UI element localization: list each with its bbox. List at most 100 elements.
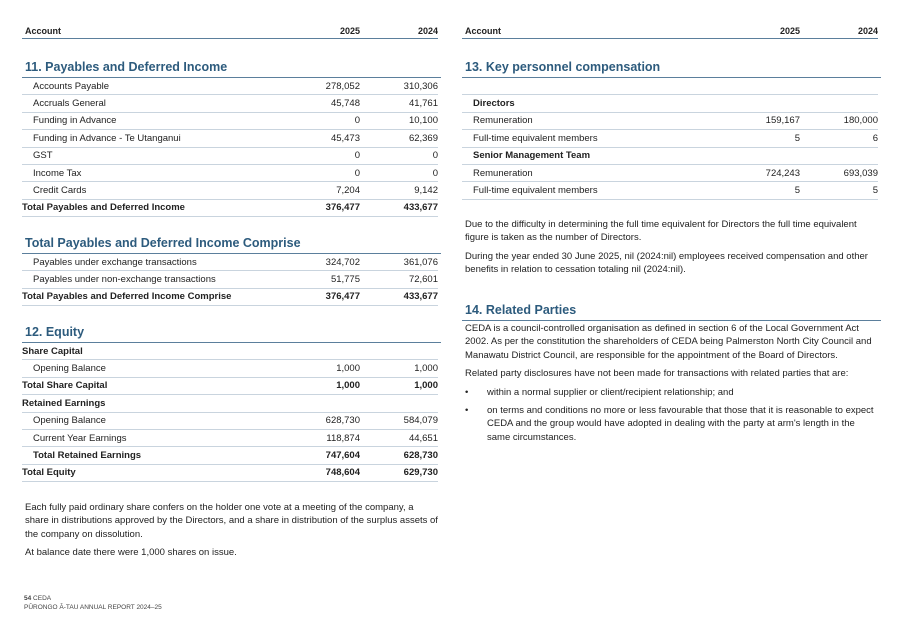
value-2025: 0: [354, 167, 360, 179]
compensation-table: Directors Remuneration 159,167 180,000 Full-…: [462, 78, 878, 200]
table-row: Share Capital: [22, 343, 438, 361]
row-label: Total Payables and Deferred Income Compr…: [22, 291, 232, 303]
row-label: Opening Balance: [33, 415, 106, 427]
paragraph: Related party disclosures have not been …: [465, 368, 849, 380]
row-label: Total Equity: [22, 467, 76, 479]
row-label: Retained Earnings: [22, 397, 106, 409]
value-2024: 0: [432, 167, 438, 179]
table-row: Remuneration 724,243 693,039: [462, 165, 878, 183]
row-label: Full-time equivalent members: [473, 185, 598, 197]
table-row: Full-time equivalent members 5 5: [462, 182, 878, 200]
table-row: Credit Cards 7,204 9,142: [22, 182, 438, 200]
value-2025: 118,874: [326, 432, 360, 444]
value-2025: 747,604: [325, 450, 360, 462]
table-row: GST 0 0: [22, 148, 438, 165]
section-title: Total Payables and Deferred Income Compr…: [22, 236, 441, 254]
value-2024: 1,000: [414, 380, 438, 392]
value-2024: 72,601: [408, 274, 438, 286]
table-row: Payables under non-exchange transactions…: [22, 271, 438, 289]
equity-table: Share Capital Opening Balance 1,000 1,000 To…: [22, 343, 438, 483]
paragraph: During the year ended 30 June 2025, nil …: [465, 250, 868, 276]
value-2025: 7,204: [336, 185, 360, 197]
table-row: Total Equity 748,604 629,730: [22, 465, 438, 483]
row-label: Current Year Earnings: [33, 432, 127, 444]
table-row: Total Payables and Deferred Income Compr…: [22, 289, 438, 307]
value-2024: 10,100: [408, 115, 438, 127]
value-2025: 45,473: [330, 132, 360, 144]
row-label: Share Capital: [22, 345, 83, 357]
footer: 54 CEDA PŪRONGO Ā-TAU ANNUAL REPORT 2024…: [24, 594, 162, 612]
row-label: Remuneration: [473, 115, 533, 127]
row-label: Remuneration: [473, 167, 533, 179]
row-label: Opening Balance: [33, 363, 106, 375]
table-row: Remuneration 159,167 180,000: [462, 113, 878, 131]
row-label: Payables under exchange transactions: [33, 256, 197, 268]
row-label: Total Share Capital: [22, 380, 108, 392]
related-parties-text: CEDA is a council-controlled organisatio…: [462, 322, 878, 449]
col-2025: 2025: [339, 26, 360, 36]
value-2025: 5: [794, 132, 800, 144]
bullet-item: within a normal supplier or client/recip…: [465, 386, 878, 400]
value-2024: 310,306: [403, 80, 438, 92]
row-label: Accruals General: [33, 98, 106, 110]
table-header: Account 2025 2024: [462, 24, 878, 39]
table-row: Current Year Earnings 118,874 44,651: [22, 430, 438, 448]
value-2025: 376,477: [325, 202, 360, 214]
paragraph: Due to the difficulty in determining the…: [465, 219, 857, 244]
value-2025: 0: [354, 115, 360, 127]
value-2025: 45,748: [330, 98, 360, 110]
row-label: Payables under non-exchange transactions: [33, 274, 216, 286]
section-title: 14. Related Parties: [462, 303, 881, 321]
paragraph: Each fully paid ordinary share confers o…: [25, 502, 438, 540]
value-2024: 361,076: [403, 256, 438, 268]
section-title: 13. Key personnel compensation: [462, 60, 881, 78]
table-row: Funding in Advance - Te Utanganui 45,473 6…: [22, 130, 438, 148]
table-header: Account 2025 2024: [22, 24, 438, 39]
paragraph: CEDA is a council-controlled organisatio…: [465, 323, 872, 361]
table-row: Opening Balance 628,730 584,079: [22, 413, 438, 430]
value-2024: 1,000: [414, 363, 438, 375]
table-row: Opening Balance 1,000 1,000: [22, 360, 438, 378]
table-row: Payables under exchange transactions 324,…: [22, 254, 438, 272]
table-row: Senior Management Team: [462, 148, 878, 165]
value-2024: 41,761: [408, 98, 438, 110]
value-2025: 376,477: [325, 291, 360, 303]
value-2024: 62,369: [408, 132, 438, 144]
value-2025: 1,000: [336, 380, 360, 392]
compensation-notes: Due to the difficulty in determining the…: [462, 218, 878, 282]
row-label: Funding in Advance: [33, 115, 117, 127]
col-account: Account: [25, 26, 61, 36]
value-2024: 629,730: [403, 467, 438, 479]
value-2025: 5: [794, 185, 800, 197]
table-row: Funding in Advance 0 10,100: [22, 113, 438, 131]
value-2025: 278,052: [325, 80, 360, 92]
value-2024: 5: [872, 185, 878, 197]
row-label: Total Retained Earnings: [33, 450, 142, 462]
payables-table: Accounts Payable 278,052 310,306 Accruals G…: [22, 78, 438, 218]
col-2024: 2024: [417, 26, 438, 36]
value-2024: 9,142: [414, 185, 438, 197]
value-2024: 628,730: [403, 450, 438, 462]
paragraph: At balance date there were 1,000 shares …: [25, 547, 237, 559]
value-2024: 6: [872, 132, 878, 144]
table-row: [462, 78, 878, 96]
table-row: Retained Earnings: [22, 395, 438, 413]
value-2024: 0: [432, 150, 438, 162]
footer-org: CEDA: [33, 595, 52, 602]
table-row: Accounts Payable 278,052 310,306: [22, 78, 438, 96]
row-label: Income Tax: [33, 167, 82, 179]
value-2025: 724,243: [765, 167, 800, 179]
col-account: Account: [465, 26, 501, 36]
row-label: Senior Management Team: [473, 150, 591, 162]
value-2025: 1,000: [336, 363, 360, 375]
bullet-item: on terms and conditions no more or less …: [465, 404, 878, 444]
value-2024: 433,677: [403, 202, 438, 214]
row-label: Directors: [473, 98, 515, 110]
table-row: Directors: [462, 95, 878, 113]
value-2025: 628,730: [325, 415, 360, 427]
value-2024: 433,677: [403, 291, 438, 303]
section-title: 11. Payables and Deferred Income: [22, 60, 441, 78]
table-row: Total Retained Earnings 747,604 628,730: [22, 447, 438, 465]
value-2024: 693,039: [843, 167, 878, 179]
table-row: Total Share Capital 1,000 1,000: [22, 378, 438, 396]
